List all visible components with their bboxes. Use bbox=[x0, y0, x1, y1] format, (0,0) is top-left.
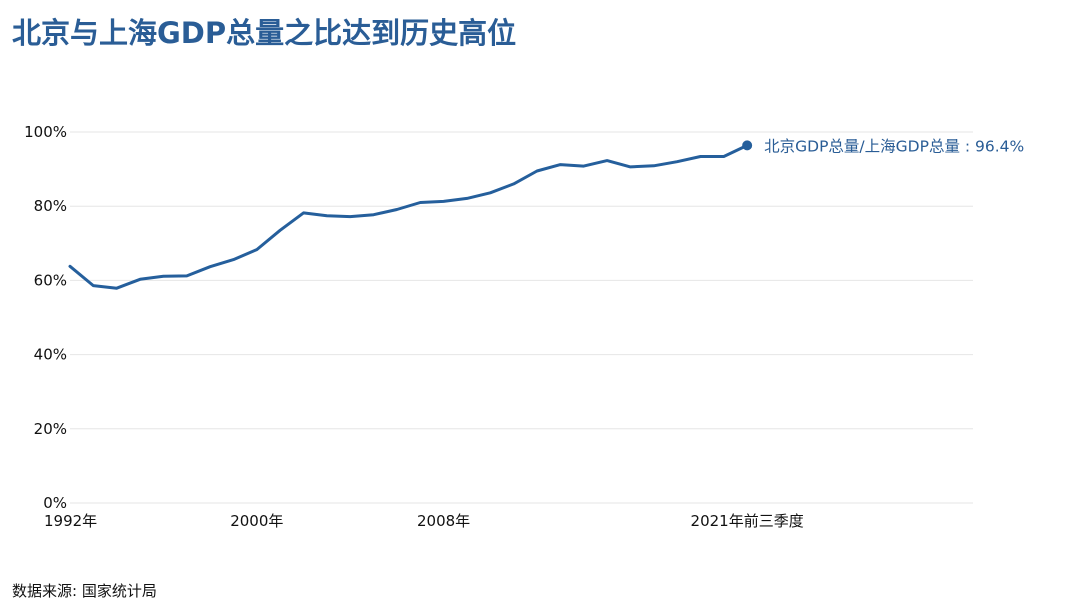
page-title: 北京与上海GDP总量之比达到历史高位 bbox=[12, 16, 517, 50]
x-tick-label: 2008年 bbox=[417, 512, 470, 530]
x-tick-label: 2021年前三季度 bbox=[691, 512, 804, 530]
x-tick-label: 1992年 bbox=[44, 512, 97, 530]
y-tick-label: 0% bbox=[43, 494, 67, 512]
y-axis-ticks: 0% 20% 40% 60% 80% 100% bbox=[24, 123, 67, 512]
y-tick-label: 20% bbox=[34, 420, 67, 438]
y-tick-label: 80% bbox=[34, 197, 67, 215]
x-tick-label: 2000年 bbox=[230, 512, 283, 530]
y-tick-label: 40% bbox=[34, 346, 67, 364]
end-labels: 北京GDP总量/上海GDP总量 : 96.4% bbox=[764, 137, 1024, 155]
series-line bbox=[68, 143, 749, 290]
series bbox=[68, 140, 753, 290]
data-source-note: 数据来源: 国家统计局 bbox=[12, 582, 157, 600]
series-end-point bbox=[742, 140, 753, 151]
series-end-label: 北京GDP总量/上海GDP总量 : 96.4% bbox=[764, 137, 1024, 155]
x-axis-ticks: 1992年 2000年 2008年 2021年前三季度 bbox=[44, 512, 804, 530]
gridlines bbox=[70, 131, 973, 504]
y-tick-label: 60% bbox=[34, 271, 67, 289]
line-chart: 0% 20% 40% 60% 80% 100% 1992年 2000年 2008年 2021年前… bbox=[24, 123, 1024, 530]
y-tick-label: 100% bbox=[24, 123, 67, 141]
